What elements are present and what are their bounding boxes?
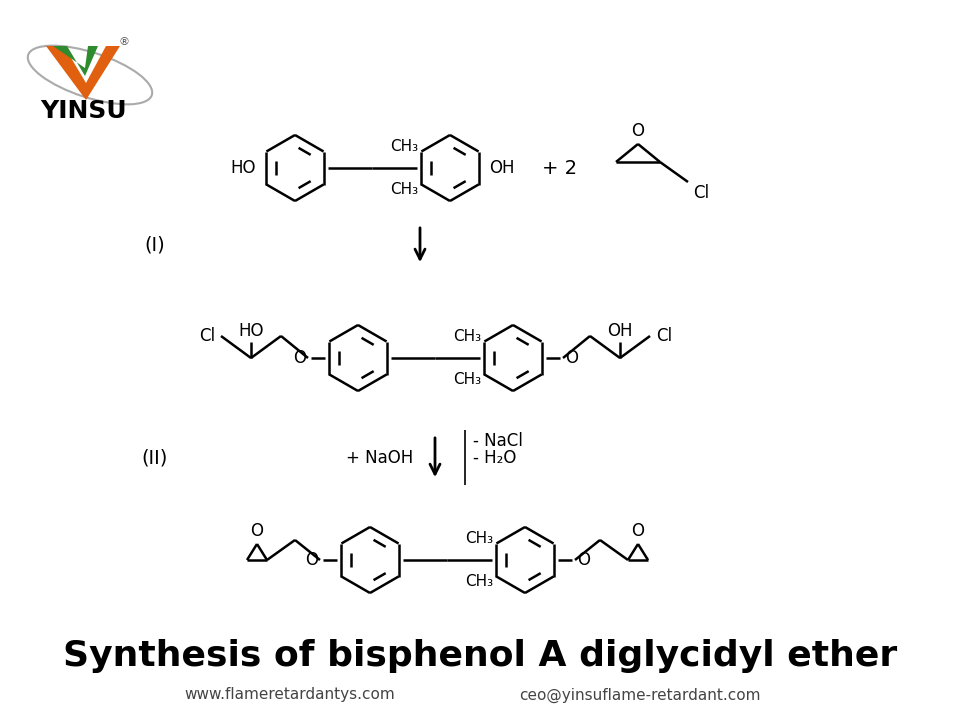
Polygon shape [53, 46, 98, 76]
Text: www.flameretardantys.com: www.flameretardantys.com [184, 688, 396, 703]
Text: - NaCl: - NaCl [473, 432, 523, 450]
Text: CH₃: CH₃ [390, 139, 419, 154]
Text: Synthesis of bisphenol A diglycidyl ether: Synthesis of bisphenol A diglycidyl ethe… [62, 639, 898, 673]
Text: CH₃: CH₃ [465, 574, 493, 589]
Text: OH: OH [489, 159, 515, 177]
Text: ceo@yinsuflame-retardant.com: ceo@yinsuflame-retardant.com [519, 688, 760, 703]
Text: O: O [565, 349, 578, 367]
Text: Cl: Cl [693, 184, 709, 202]
Text: Cl: Cl [656, 327, 672, 345]
Text: O: O [305, 551, 318, 569]
Polygon shape [46, 46, 120, 100]
Text: Cl: Cl [199, 327, 215, 345]
Text: + NaOH: + NaOH [347, 449, 414, 467]
Text: CH₃: CH₃ [453, 372, 481, 387]
Text: ®: ® [118, 37, 130, 47]
Text: O: O [251, 522, 263, 540]
Text: HO: HO [230, 159, 256, 177]
Text: CH₃: CH₃ [465, 531, 493, 546]
Text: O: O [632, 522, 644, 540]
Text: CH₃: CH₃ [390, 182, 419, 197]
Text: OH: OH [608, 322, 633, 340]
Text: CH₃: CH₃ [453, 329, 481, 344]
Text: HO: HO [238, 322, 264, 340]
Text: (I): (I) [145, 235, 165, 254]
Text: O: O [632, 122, 644, 140]
Text: YINSU: YINSU [40, 99, 128, 123]
Text: O: O [577, 551, 590, 569]
Text: (II): (II) [142, 449, 168, 467]
Text: O: O [293, 349, 306, 367]
Text: - H₂O: - H₂O [473, 449, 516, 467]
Text: + 2: + 2 [542, 158, 578, 178]
